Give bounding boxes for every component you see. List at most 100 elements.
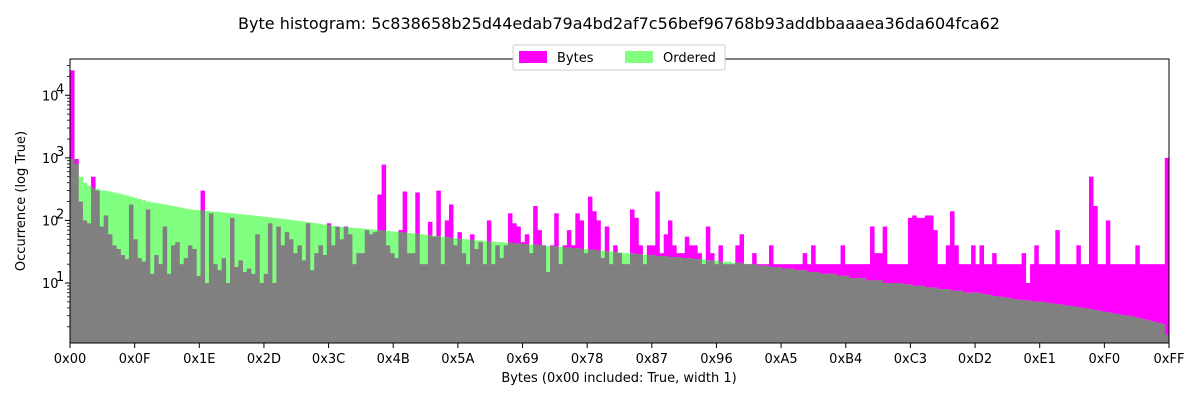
bar-overlap (815, 271, 820, 343)
bar-overlap (731, 264, 736, 343)
bar-overlap (1139, 318, 1145, 343)
bar-overlap (1101, 311, 1107, 343)
bar-overlap (272, 283, 277, 343)
bar-overlap (1118, 314, 1123, 343)
bar-overlap (415, 233, 420, 343)
bar-overlap (933, 287, 938, 343)
bar-overlap (1084, 308, 1090, 343)
bar-overlap (533, 244, 538, 343)
x-tick-label: 0xD2 (958, 352, 992, 367)
bar-bytes (1118, 264, 1123, 343)
bar-bytes (1152, 264, 1157, 343)
bar-overlap (103, 215, 109, 343)
bar-overlap (722, 264, 728, 343)
bar-bytes (1147, 264, 1153, 343)
bar-overlap (781, 268, 787, 343)
bar-overlap (819, 273, 825, 343)
x-tick-label: 0x4B (377, 352, 410, 367)
y-tick-label: 10 (42, 89, 59, 104)
bar-overlap (448, 237, 454, 343)
bar-overlap (259, 283, 264, 343)
bar-overlap (1046, 302, 1052, 343)
bar-overlap (752, 264, 757, 343)
bar-overlap (112, 245, 117, 343)
x-tick-label: 0xA5 (765, 352, 798, 367)
bar-bytes (1110, 264, 1115, 343)
bar-overlap (385, 245, 391, 343)
bar-bytes (1101, 264, 1107, 343)
bar-overlap (827, 273, 833, 343)
bar-overlap (461, 253, 467, 343)
legend-swatch-bytes (519, 51, 547, 63)
bar-bytes (1055, 230, 1060, 343)
bar-overlap (1004, 297, 1010, 343)
bar-overlap (672, 257, 677, 343)
bar-overlap (882, 283, 888, 343)
bar-overlap (1110, 313, 1115, 343)
bar-overlap (853, 278, 858, 343)
bar-overlap (566, 247, 572, 343)
bar-overlap (373, 232, 378, 343)
bar-bytes (1067, 264, 1073, 343)
bar-overlap (617, 253, 622, 343)
bar-bytes (1034, 245, 1039, 343)
bar-overlap (360, 253, 366, 343)
bar-overlap (840, 275, 846, 343)
bar-overlap (74, 163, 79, 343)
bar-overlap (975, 292, 980, 343)
bar-overlap (794, 270, 799, 343)
bar-overlap (621, 264, 627, 343)
bar-overlap (861, 278, 867, 343)
bar-overlap (99, 226, 104, 343)
bar-overlap (1164, 334, 1170, 343)
bar-overlap (225, 283, 231, 343)
bar-overlap (251, 273, 256, 343)
bar-overlap (680, 258, 686, 343)
bar-overlap (318, 245, 323, 343)
bar-bytes (1139, 264, 1145, 343)
bar-overlap (482, 264, 488, 343)
bar-overlap (920, 285, 926, 343)
bar-overlap (638, 254, 643, 343)
bar-bytes (1131, 264, 1136, 343)
bar-overlap (368, 234, 374, 343)
bar-overlap (865, 280, 871, 343)
bar-overlap (697, 259, 702, 343)
bar-overlap (642, 264, 648, 343)
bar-bytes (1072, 264, 1077, 343)
bar-overlap (166, 273, 172, 343)
bar-overlap (987, 295, 993, 343)
bar-overlap (768, 267, 774, 343)
bar-overlap (1051, 303, 1056, 343)
bar-ordered (204, 210, 210, 343)
bar-overlap (1076, 307, 1081, 343)
bar-overlap (739, 262, 745, 343)
y-tick-exponent: 3 (56, 145, 64, 160)
bar-bytes (1089, 176, 1094, 343)
bar-overlap (440, 264, 446, 343)
bar-overlap (811, 271, 816, 343)
bar-overlap (630, 253, 635, 343)
bar-overlap (596, 250, 601, 343)
bar-bytes (1126, 264, 1132, 343)
x-axis: 0x00 0x0F 0x1E 0x2D 0x3C 0x4B 0x5A 0x69 0x78 0x87… (54, 343, 1184, 367)
y-tick-exponent: 2 (56, 207, 64, 222)
bar-bytes (1063, 264, 1069, 343)
bar-overlap (1038, 301, 1043, 343)
y-tick-label: 10 (42, 214, 59, 229)
bar-overlap (347, 234, 353, 343)
bar-overlap (836, 275, 841, 343)
bar-bytes (1093, 206, 1098, 343)
bar-overlap (891, 283, 896, 343)
bar-overlap (192, 248, 197, 343)
bar-overlap (954, 290, 959, 343)
bar-overlap (1122, 315, 1128, 343)
bar-overlap (785, 268, 791, 343)
overlap-bars (70, 158, 1170, 343)
bar-overlap (343, 227, 349, 343)
bar-overlap (1025, 300, 1031, 343)
bar-overlap (280, 245, 286, 343)
bar-overlap (171, 245, 176, 343)
bar-overlap (790, 268, 795, 343)
